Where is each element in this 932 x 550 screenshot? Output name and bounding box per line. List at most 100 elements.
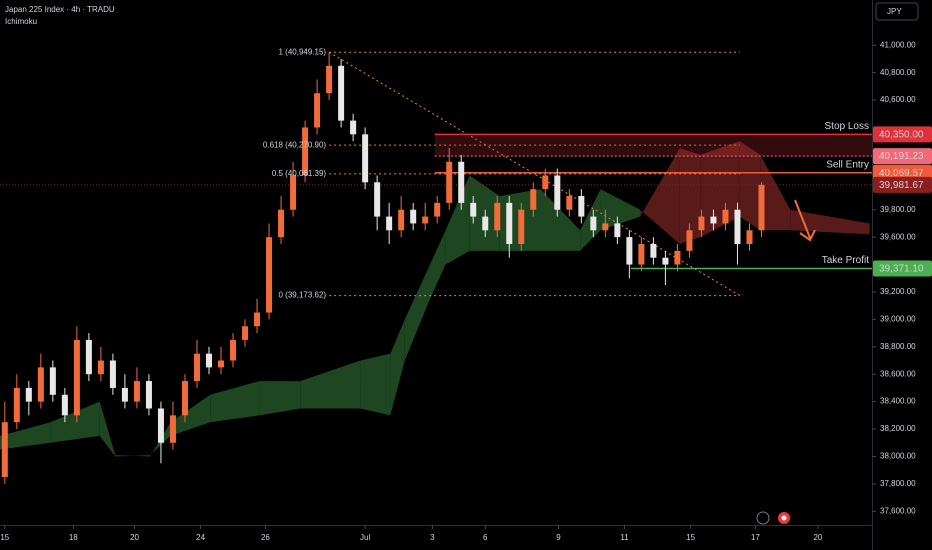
- candle-body: [578, 196, 585, 217]
- candle-body: [422, 216, 429, 224]
- candle-body: [266, 237, 273, 313]
- candle-body: [157, 408, 164, 443]
- candle-body: [25, 387, 32, 402]
- y-tick-label: 38,400.00: [880, 397, 916, 406]
- symbol-title: Japan 225 Index · 4h · TRADU: [5, 5, 115, 14]
- candle-body: [434, 202, 441, 217]
- price-badge-label: 39,371.10: [879, 264, 924, 275]
- price-badge: [873, 176, 932, 193]
- candle-body: [218, 360, 225, 368]
- candle-body: [758, 184, 765, 231]
- candle-body: [470, 202, 477, 217]
- y-tick-label: 40,600.00: [880, 95, 916, 104]
- price-badge: [873, 126, 932, 143]
- cloud-segment: [50, 401, 100, 443]
- x-tick-label: 18: [69, 533, 78, 542]
- candle-body: [230, 339, 237, 361]
- price-badge-label: 39,981.67: [879, 180, 924, 191]
- candle-body: [638, 243, 645, 265]
- price-badge: [873, 164, 932, 181]
- candle-body: [662, 257, 669, 265]
- candle-body: [554, 175, 561, 210]
- cloud-segment: [739, 141, 761, 231]
- cloud-segment: [469, 175, 500, 251]
- x-tick-label: 17: [751, 533, 760, 542]
- y-tick-label: 37,800.00: [880, 479, 916, 488]
- x-tick-label: Jul: [360, 533, 370, 542]
- fib-label: 0 (39,173.62): [279, 291, 327, 300]
- x-tick-label: 26: [261, 533, 270, 542]
- level-name: Take Profit: [822, 255, 869, 266]
- cloud-segment: [115, 455, 151, 457]
- cloud-segment: [390, 319, 405, 416]
- y-tick-label: 38,200.00: [880, 424, 916, 433]
- currency-button[interactable]: [875, 2, 919, 21]
- x-tick-label: 3: [430, 533, 435, 542]
- y-tick-label: 38,000.00: [880, 452, 916, 461]
- candle-body: [698, 216, 705, 231]
- candle-body: [145, 381, 152, 409]
- fib-label: 0.5 (40,061.39): [272, 169, 327, 178]
- y-tick-label: 39,600.00: [880, 232, 916, 241]
- x-tick-label: 11: [620, 533, 629, 542]
- candle-body: [602, 223, 609, 231]
- candle-body: [710, 216, 717, 224]
- cloud-segment: [679, 148, 701, 244]
- candle-body: [674, 250, 681, 265]
- fib-label: 0.618 (40,270.90): [263, 140, 326, 149]
- level-name: Stop Loss: [825, 121, 869, 132]
- indicator-name: Ichimoku: [5, 17, 37, 26]
- x-tick-label: 15: [0, 533, 9, 542]
- candle-body: [37, 367, 44, 402]
- candle-body: [133, 381, 140, 402]
- cloud-segment: [429, 230, 446, 299]
- candle-body: [734, 209, 741, 244]
- candle-body: [109, 360, 116, 388]
- x-tick-label: 20: [130, 533, 139, 542]
- candle-body: [61, 394, 68, 416]
- price-badge: [873, 148, 932, 165]
- cloud-segment: [760, 154, 791, 231]
- cloud-segment: [0, 422, 51, 450]
- candle-body: [73, 339, 80, 416]
- cloud-segment: [300, 360, 361, 409]
- candle-body: [686, 230, 693, 251]
- candle-body: [410, 209, 417, 224]
- y-tick-label: 40,800.00: [880, 68, 916, 77]
- lines-layer: [0, 51, 872, 297]
- currency-label[interactable]: JPY: [887, 7, 902, 16]
- cloud-segment: [540, 189, 581, 251]
- candle-body: [97, 360, 104, 375]
- y-tick-label: 39,200.00: [880, 287, 916, 296]
- candle-body: [181, 381, 188, 416]
- y-tick-label: 38,800.00: [880, 342, 916, 351]
- cloud-segment: [259, 381, 301, 416]
- candle-body: [650, 243, 657, 258]
- candle-body: [193, 353, 200, 382]
- cloud-segment: [210, 381, 260, 423]
- candle-body: [506, 202, 513, 244]
- cloud-segment: [580, 189, 601, 251]
- candle-body: [542, 175, 549, 190]
- cloud-segment: [99, 401, 116, 457]
- price-badge-label: 40,069.57: [879, 168, 924, 179]
- cloud-segment: [700, 141, 740, 238]
- candle-body: [362, 134, 369, 183]
- level-name: Sell Entry: [826, 159, 869, 170]
- candle-body: [398, 209, 405, 231]
- y-tick-label: 37,600.00: [880, 506, 916, 515]
- candle-body: [722, 209, 729, 224]
- candle-body: [302, 127, 309, 176]
- candle-body: [278, 209, 285, 238]
- cloud-segment: [170, 394, 211, 436]
- price-badge-label: 40,350.00: [879, 129, 924, 140]
- candle-body: [290, 175, 297, 210]
- candle-body: [326, 65, 333, 94]
- candle-body: [518, 209, 525, 244]
- stop-zone: [434, 134, 872, 157]
- candle-body: [566, 196, 573, 210]
- replay-icon[interactable]: [756, 511, 770, 525]
